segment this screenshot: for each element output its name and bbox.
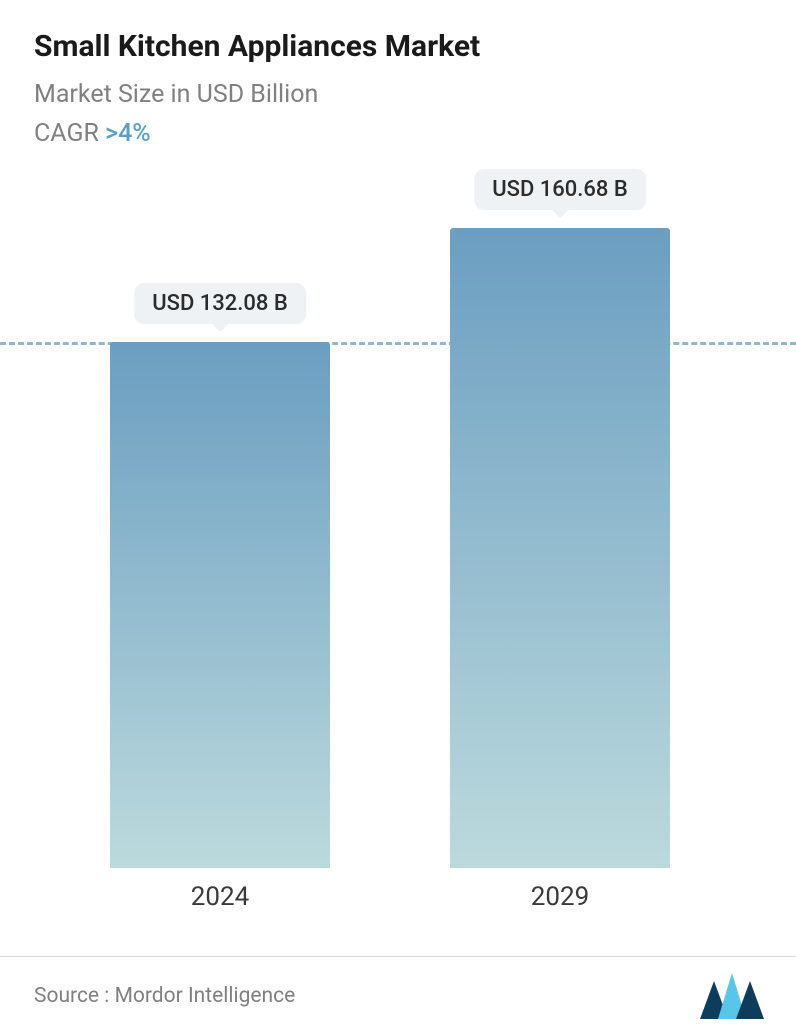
cagr-value: >4% (105, 119, 151, 148)
mordor-logo-icon (700, 973, 766, 1019)
bar-chart: USD 132.08 B 2024 USD 160.68 B 2029 (0, 200, 796, 920)
cagr-label: CAGR (34, 119, 105, 148)
bar-value-label: USD 132.08 B (134, 283, 306, 324)
bar-2024: USD 132.08 B (110, 342, 330, 868)
footer: Source : Mordor Intelligence (0, 956, 796, 1034)
x-axis-label: 2024 (110, 882, 330, 912)
bar-value-label: USD 160.68 B (474, 169, 646, 210)
cagr-line: CAGR >4% (34, 117, 762, 151)
source-attribution: Source : Mordor Intelligence (34, 984, 295, 1008)
chart-subtitle: Market Size in USD Billion (34, 78, 762, 112)
chart-title: Small Kitchen Appliances Market (34, 28, 762, 66)
bar-2029: USD 160.68 B (450, 228, 670, 868)
header: Small Kitchen Appliances Market Market S… (0, 0, 796, 151)
x-axis-label: 2029 (450, 882, 670, 912)
